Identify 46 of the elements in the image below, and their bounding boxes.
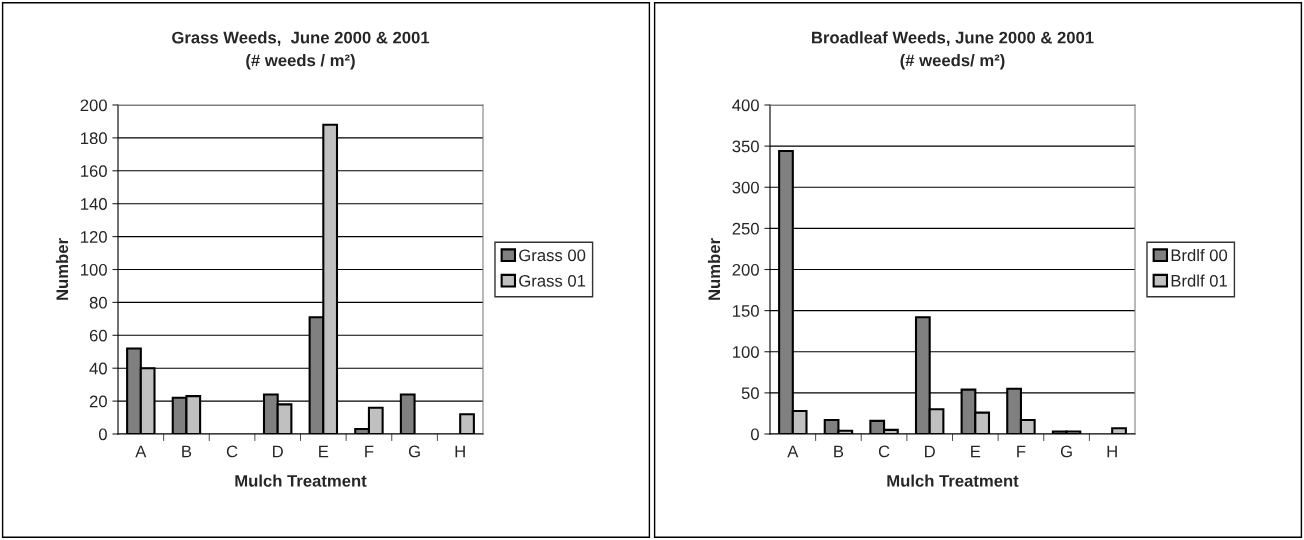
x-tick-label: D: [925, 445, 935, 458]
y-tick-label: 200: [80, 99, 107, 112]
x-tick-label: E: [971, 445, 981, 458]
x-axis-title: Mulch Treatment: [235, 474, 367, 487]
x-tick-label: E: [319, 445, 329, 458]
chart-title: Grass Weeds, June 2000 & 2001 (# weeds / m²): [172, 31, 430, 70]
y-tick-label: 80: [89, 296, 107, 309]
y-tick-label: 100: [81, 263, 107, 276]
y-tick-label: 50: [741, 387, 759, 400]
x-tick-label: A: [787, 445, 799, 458]
x-tick-label: H: [455, 445, 465, 458]
x-tick-label: B: [834, 445, 844, 458]
y-tick-label: 350: [732, 140, 759, 153]
y-tick-label: 0: [750, 428, 759, 441]
y-axis-title: Number: [707, 238, 721, 300]
y-tick-label: 40: [89, 362, 107, 375]
y-tick-label: 150: [733, 305, 759, 317]
legend-label: Brdlf 01: [1171, 274, 1227, 287]
y-axis-title: Number: [55, 238, 69, 300]
y-tick-label: 0: [98, 428, 107, 441]
y-tick-label: 140: [81, 198, 107, 210]
legend-label: Brdlf 00: [1171, 248, 1228, 262]
x-tick-label: B: [182, 445, 192, 458]
y-tick-label: 60: [89, 329, 107, 342]
y-tick-label: 250: [732, 222, 759, 235]
y-tick-label: 200: [732, 263, 759, 276]
x-tick-label: G: [408, 445, 420, 458]
y-tick-label: 300: [732, 181, 759, 194]
y-tick-label: 120: [81, 231, 107, 243]
x-tick-label: H: [1107, 445, 1117, 458]
legend-label: Grass 00: [519, 249, 586, 262]
y-tick-label: 100: [733, 346, 759, 358]
x-axis-title: Mulch Treatment: [887, 474, 1019, 487]
y-tick-label: 400: [732, 99, 759, 112]
y-tick-label: 20: [89, 395, 107, 408]
x-tick-label: C: [226, 445, 238, 458]
x-tick-label: F: [365, 445, 374, 458]
y-tick-label: 160: [81, 165, 107, 177]
x-tick-label: D: [273, 445, 283, 458]
x-tick-label: A: [135, 445, 147, 458]
x-tick-label: F: [1017, 445, 1026, 458]
y-tick-label: 180: [81, 132, 107, 145]
chart-title: Broadleaf Weeds, June 2000 & 2001 (# weeds/ m²): [812, 31, 1094, 70]
x-tick-label: C: [878, 445, 890, 458]
x-tick-label: G: [1060, 445, 1072, 458]
legend-label: Grass 01: [519, 274, 586, 287]
